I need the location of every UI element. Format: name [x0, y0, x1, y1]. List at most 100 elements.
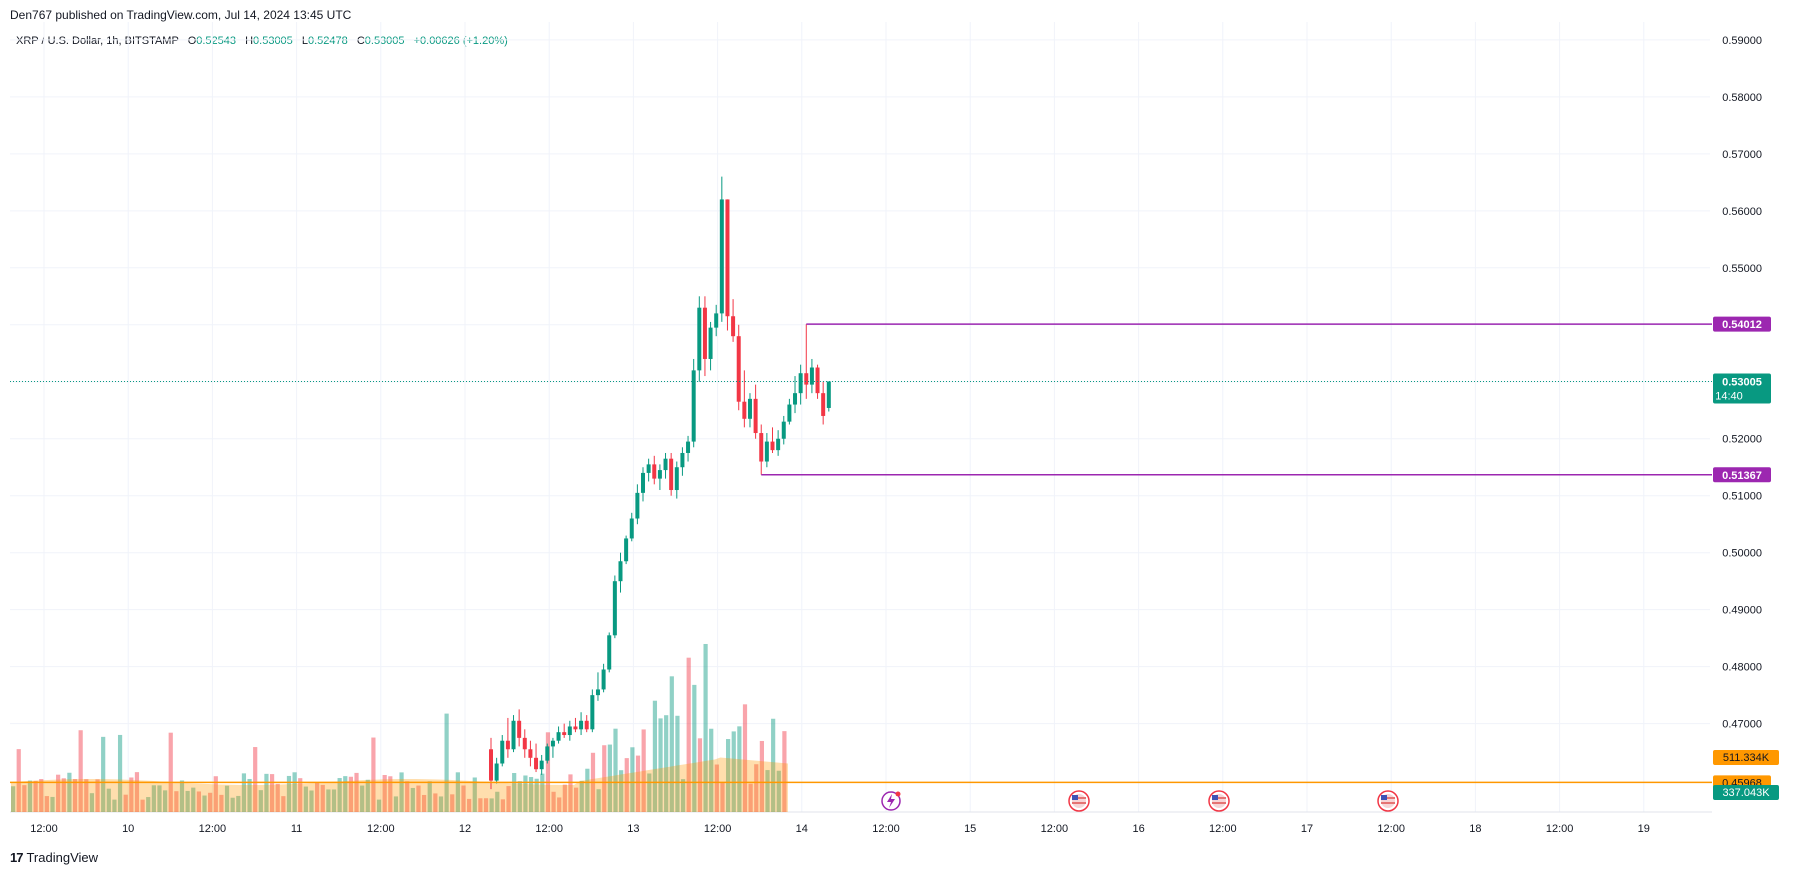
- x-tick-label: 12:00: [1041, 823, 1069, 835]
- volume-bar: [641, 729, 646, 812]
- us-flag-icon: [1377, 790, 1399, 812]
- volume-bar: [16, 749, 21, 812]
- volume-bar: [39, 779, 44, 812]
- volume-bar: [771, 718, 776, 812]
- volume-bar: [444, 713, 449, 812]
- candle-body: [708, 327, 713, 359]
- volume-bar: [134, 772, 140, 812]
- volume-bar: [427, 781, 432, 812]
- volume-bar: [776, 770, 781, 812]
- volume-bar: [562, 784, 567, 812]
- x-tick-label: 12:00: [535, 823, 563, 835]
- candle-body: [731, 316, 736, 337]
- flag-canton: [1381, 795, 1387, 800]
- candle-body: [663, 458, 668, 471]
- volume-bar: [292, 772, 297, 812]
- candle-body: [697, 307, 702, 371]
- volume-bar: [686, 657, 691, 812]
- x-tick-label: 12:00: [199, 823, 227, 835]
- volume-bar: [303, 786, 308, 812]
- volume-bar: [89, 793, 95, 812]
- volume-bar: [376, 799, 382, 812]
- high-value: 0.53005: [253, 35, 293, 47]
- economic-events[interactable]: [881, 790, 1399, 812]
- x-tick-label: 12:00: [30, 823, 58, 835]
- volume-bar: [393, 796, 399, 812]
- volume-bar: [11, 786, 16, 812]
- volume-bar: [331, 789, 337, 812]
- y-tick-label: 0.59000: [1722, 35, 1762, 47]
- volume-bar: [483, 798, 489, 812]
- x-tick-label: 12:00: [367, 823, 395, 835]
- candle-body: [702, 307, 707, 359]
- candle-body: [500, 740, 505, 764]
- x-tick-label: 14: [796, 823, 808, 835]
- candle-body: [612, 581, 617, 636]
- level-label-upper: 0.54012: [1722, 319, 1762, 331]
- candle-body: [517, 720, 522, 738]
- symbol-name[interactable]: XRP / U.S. Dollar, 1h, BITSTAMP: [16, 35, 179, 47]
- candle-body: [618, 561, 623, 582]
- volume-bar: [348, 776, 353, 812]
- volume-bar: [320, 784, 325, 812]
- volume-bar: [540, 773, 545, 812]
- candle-body: [742, 401, 747, 419]
- volume-bar: [607, 744, 612, 812]
- candle-body: [505, 740, 510, 750]
- volume-bar: [748, 783, 753, 812]
- candle-body: [764, 441, 769, 462]
- candle-body: [815, 367, 820, 394]
- volume-bar: [264, 773, 269, 812]
- volume-bar: [512, 773, 517, 812]
- footer-brand[interactable]: 17 TradingView: [10, 850, 98, 865]
- volume-bar: [782, 731, 787, 812]
- volume-bar: [759, 740, 764, 812]
- candle-body: [674, 467, 679, 491]
- x-tick-label: 12:00: [1209, 823, 1237, 835]
- open-value: 0.52543: [196, 35, 237, 47]
- volume-bar: [236, 795, 241, 812]
- volume-bar: [720, 782, 725, 812]
- price-axis[interactable]: 0.59000 0.58000 0.57000 0.56000 0.55000 0.540…: [1713, 35, 1779, 800]
- candle-body: [629, 518, 634, 539]
- volume-bar: [247, 778, 252, 812]
- flag-stripe: [1381, 802, 1395, 804]
- candle-body: [556, 732, 561, 741]
- volume-bar: [472, 777, 477, 812]
- y-tick-label: 0.57000: [1722, 149, 1762, 161]
- volume-bar: [72, 779, 78, 812]
- volume-bar: [22, 785, 27, 812]
- y-tick-label: 0.47000: [1722, 719, 1762, 731]
- time-axis[interactable]: 12:00 10 12:00 11 12:00 12 12:00 13 12:00 14 12:00…: [30, 823, 1650, 835]
- volume-bar: [742, 704, 748, 812]
- candle-body: [657, 470, 662, 479]
- volume-bar: [574, 787, 579, 812]
- candle-body: [719, 199, 724, 314]
- volume-ma-fill: [11, 757, 788, 812]
- volume-bar: [596, 789, 601, 812]
- volume-bar: [298, 778, 303, 812]
- volume-bar: [185, 790, 190, 812]
- volume-bar: [44, 796, 49, 812]
- candle-body: [770, 441, 775, 451]
- volume-bar: [337, 778, 342, 812]
- candle-body: [601, 669, 606, 690]
- open-label: O: [187, 35, 197, 47]
- change-value: +0.00626 (+1.20%): [413, 35, 508, 47]
- candle-body: [759, 433, 764, 462]
- candle-body: [826, 381, 831, 408]
- volume-bar: [309, 790, 314, 812]
- volume-bar: [360, 785, 365, 812]
- volume-bar: [95, 779, 100, 812]
- volume-bar: [382, 775, 387, 812]
- candle-body: [545, 746, 550, 761]
- us-flag-icon: [1208, 790, 1230, 812]
- volume-bar: [56, 774, 61, 812]
- candle-body: [528, 749, 533, 758]
- candle-body: [489, 749, 493, 781]
- candles: [489, 176, 831, 790]
- volume-bar: [163, 790, 168, 812]
- y-tick-label: 0.51000: [1722, 491, 1762, 503]
- volume-bar: [528, 777, 534, 812]
